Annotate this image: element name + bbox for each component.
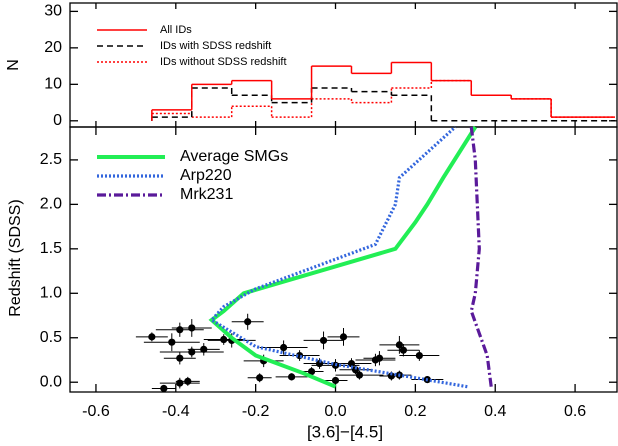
data-point: [339, 333, 348, 341]
data-point: [415, 351, 423, 360]
y-tick-label: 10: [44, 76, 62, 93]
data-point: [160, 384, 168, 393]
y-tick-label: 2.5: [40, 151, 62, 168]
top-frame: [69, 2, 618, 128]
data-point: [200, 345, 208, 353]
data-point: [307, 367, 316, 376]
x-tick-label: 0.0: [324, 403, 346, 420]
series-line: [469, 126, 493, 387]
x-tick-label: -0.4: [162, 403, 190, 420]
y-axis-label: Redshift (SDSS): [7, 199, 24, 316]
legend-label: Arp220: [180, 167, 232, 184]
data-point: [287, 373, 296, 381]
bottom-frame: [69, 126, 618, 393]
y-tick-label: 0: [53, 112, 62, 129]
y-tick-label: 0.5: [40, 329, 62, 346]
data-point: [355, 371, 364, 379]
data-point: [220, 335, 228, 344]
data-point: [184, 377, 192, 385]
series-line: [208, 125, 477, 389]
x-tick-label: 0.4: [484, 403, 506, 420]
data-point: [176, 354, 184, 362]
data-point: [347, 359, 356, 368]
x-axis-label: [3.6]−[4.5]: [307, 422, 383, 441]
y-axis-label: N: [5, 59, 22, 71]
data-point: [176, 379, 184, 387]
data-point: [351, 366, 360, 374]
data-point: [387, 372, 396, 380]
legend-label: IDs without SDSS redshift: [160, 56, 287, 68]
data-point: [244, 318, 252, 326]
data-point: [399, 346, 407, 354]
data-point: [168, 338, 176, 346]
legend-label: Average SMGs: [180, 148, 288, 165]
data-point: [148, 333, 156, 341]
legend-label: All IDs: [160, 24, 192, 36]
data-point: [319, 336, 328, 345]
data-point: [375, 354, 384, 362]
y-tick-label: 1.5: [40, 240, 62, 257]
y-tick-label: 1.0: [40, 285, 62, 302]
legend-label: IDs with SDSS redshift: [160, 40, 271, 52]
x-tick-label: -0.6: [82, 403, 110, 420]
y-tick-label: 2.0: [40, 196, 62, 213]
x-tick-label: 0.6: [564, 403, 586, 420]
y-tick-label: 20: [44, 39, 62, 56]
legend-label: Mrk231: [180, 186, 233, 203]
y-tick-label: 0.0: [40, 373, 62, 390]
data-point: [176, 326, 184, 334]
data-point: [188, 324, 196, 332]
x-tick-label: -0.2: [242, 403, 270, 420]
data-point: [331, 376, 340, 385]
data-point: [280, 343, 288, 352]
data-point: [256, 374, 264, 382]
data-point: [188, 348, 196, 356]
y-tick-label: 30: [44, 3, 62, 20]
series-line: [209, 125, 468, 389]
x-tick-label: 0.2: [404, 403, 426, 420]
data-point: [395, 341, 403, 349]
